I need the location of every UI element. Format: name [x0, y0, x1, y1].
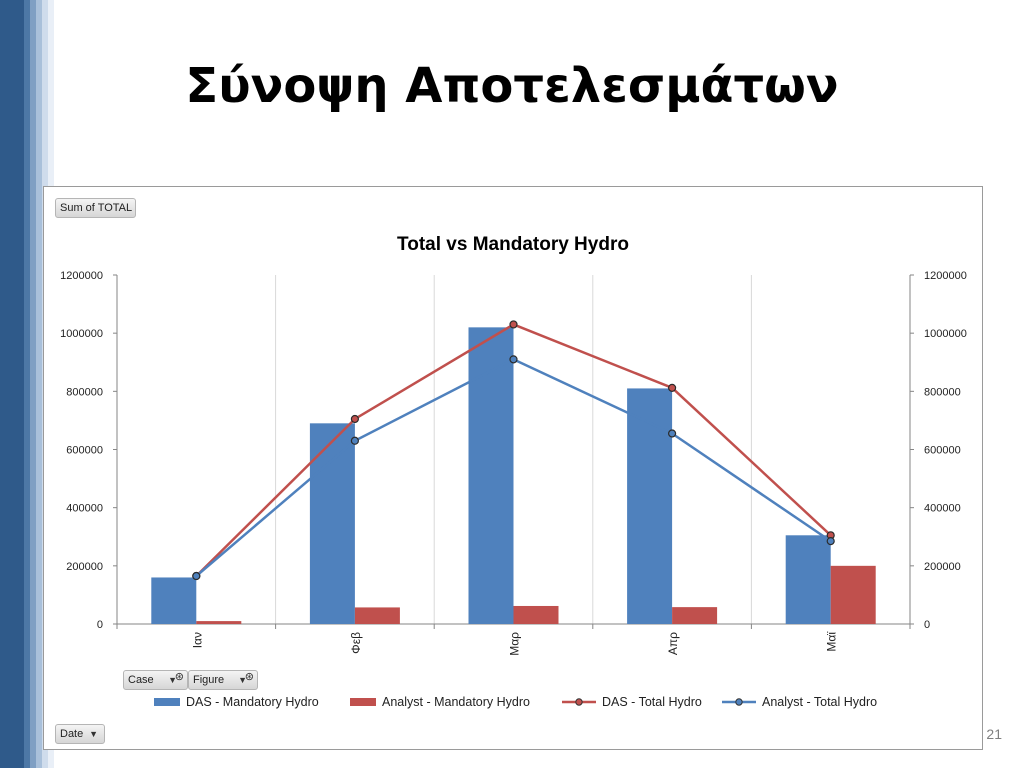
line-point	[509, 355, 518, 364]
legend-item-analyst-mandatory: Analyst - Mandatory Hydro	[350, 694, 530, 710]
y2-tick-label: 600000	[924, 445, 961, 457]
bar	[309, 423, 355, 624]
page-number: 21	[986, 726, 1002, 742]
bar	[196, 621, 242, 624]
y2-tick-label: 200000	[924, 561, 961, 573]
y2-tick-label: 1200000	[924, 270, 967, 282]
legend-swatch-icon	[350, 698, 376, 706]
legend-item-das-total: DAS - Total Hydro	[562, 694, 702, 710]
chart-area: 0 0 200000 200000 400000 400000 600000 600000 80…	[43, 186, 983, 750]
legend-label: DAS - Total Hydro	[602, 695, 702, 709]
y-tick-label: 600000	[66, 445, 103, 457]
figure-filter-label: Figure	[193, 674, 225, 686]
line-point	[192, 571, 201, 581]
legend-swatch-icon	[154, 698, 180, 706]
chevron-down-icon: ▼	[89, 729, 98, 739]
bar	[354, 607, 400, 624]
axis-layer: 0 0 200000 200000 400000 400000 600000 600000 80…	[60, 270, 967, 656]
y-tick-label: 800000	[66, 386, 103, 398]
line-point	[350, 436, 359, 445]
date-field-label: Date	[60, 728, 84, 740]
y-tick-label: 400000	[66, 503, 103, 515]
line-point	[667, 429, 677, 438]
line-layer	[192, 320, 835, 581]
chevron-down-icon: ▼	[168, 675, 177, 685]
line-point	[667, 383, 677, 392]
bar	[672, 607, 718, 624]
case-filter-button[interactable]: Case ▼ ⊛	[123, 670, 188, 690]
legend-item-analyst-total: Analyst - Total Hydro	[722, 694, 877, 710]
y-tick-label: 200000	[66, 561, 103, 573]
y2-tick-label: 800000	[924, 386, 961, 398]
figure-filter-button[interactable]: Figure ▼ ⊛	[188, 670, 258, 690]
x-tick-label: Φεβ	[349, 632, 363, 654]
chart-title: Total vs Mandatory Hydro	[397, 234, 629, 255]
x-tick-label: Ιαν	[190, 632, 204, 648]
x-tick-label: Μαϊ	[825, 632, 839, 652]
line-point	[509, 320, 518, 329]
bar	[468, 327, 514, 624]
case-filter-label: Case	[128, 674, 154, 686]
bar	[513, 605, 559, 624]
filter-icon: ⊛	[244, 671, 254, 683]
legend-label: Analyst - Total Hydro	[762, 695, 878, 709]
bar-layer	[151, 327, 876, 624]
legend-line-marker-icon	[562, 698, 596, 706]
y2-tick-label: 1000000	[924, 328, 967, 340]
bar	[785, 535, 831, 624]
filter-icon: ⊛	[174, 671, 184, 683]
bar	[830, 565, 876, 624]
chart-svg: 0 0 200000 200000 400000 400000 600000 600000 80…	[60, 234, 967, 656]
bar	[627, 388, 673, 624]
y-tick-label: 0	[97, 619, 103, 631]
value-field-label: Sum of TOTAL	[60, 202, 133, 214]
y2-tick-label: 400000	[924, 503, 961, 515]
legend-label: DAS - Mandatory Hydro	[186, 695, 319, 709]
x-tick-label: Απρ	[666, 632, 680, 655]
x-tick-label: Μαρ	[508, 632, 522, 656]
legend-line-marker-icon	[722, 698, 756, 706]
legend-label: Analyst - Mandatory Hydro	[382, 695, 530, 709]
line-point	[350, 414, 359, 424]
line-point	[826, 537, 835, 546]
y-tick-label: 1200000	[60, 270, 103, 282]
value-field-button[interactable]: Sum of TOTAL	[55, 198, 136, 218]
date-axis-field-button[interactable]: Date ▼	[55, 724, 105, 744]
legend-item-das-mandatory: DAS - Mandatory Hydro	[154, 694, 319, 710]
y-tick-label: 1000000	[60, 328, 103, 340]
y2-tick-label: 0	[924, 619, 930, 631]
chevron-down-icon: ▼	[238, 675, 247, 685]
bar	[151, 577, 197, 624]
slide-title: Σύνοψη Αποτελεσμάτων	[185, 58, 839, 114]
